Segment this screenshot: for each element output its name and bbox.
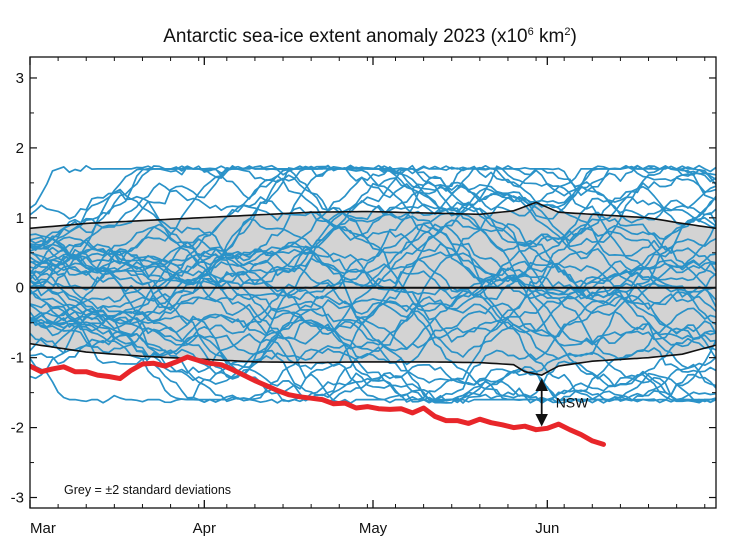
std-band-upper-line — [30, 201, 716, 230]
other-year-line — [30, 309, 716, 404]
other-years-lines — [30, 164, 716, 404]
series-2023-line — [30, 354, 606, 447]
other-year-line — [30, 305, 716, 403]
std-band — [30, 202, 716, 376]
chart-title: Antarctic sea-ice extent anomaly 2023 (x… — [163, 26, 577, 47]
std-band-lower-line — [30, 342, 716, 376]
other-year-line — [30, 208, 716, 354]
other-year-line — [30, 191, 716, 326]
other-year-line — [30, 164, 716, 252]
other-year-line — [30, 195, 716, 360]
other-year-line — [30, 172, 716, 384]
y-tick-label: 1 — [16, 210, 24, 227]
x-axis: Mar Apr May Jun — [29, 57, 706, 537]
other-year-line — [30, 223, 716, 300]
x-tick-label: Apr — [193, 520, 216, 537]
other-year-line — [30, 333, 716, 404]
y-tick-label: -1 — [11, 350, 24, 367]
other-year-line — [30, 165, 716, 379]
y-tick-label: 3 — [16, 70, 24, 87]
y-tick-label: 2 — [16, 140, 24, 157]
x-tick-label: Jun — [535, 520, 559, 537]
other-year-line — [30, 258, 716, 403]
x-tick-label: May — [359, 520, 388, 537]
other-year-line — [30, 200, 716, 329]
y-tick-label: -3 — [11, 490, 24, 507]
nsw-label: NSW — [556, 394, 589, 410]
other-year-line — [30, 260, 716, 358]
plot-area — [30, 164, 716, 447]
y-tick-label: 0 — [16, 280, 24, 297]
other-year-line — [30, 174, 716, 343]
std-band-note: Grey = ±2 standard deviations — [64, 483, 231, 497]
other-year-line — [30, 164, 716, 404]
y-tick-label: -2 — [11, 420, 24, 437]
x-tick-label: Mar — [30, 520, 56, 537]
other-year-line — [30, 165, 716, 310]
other-year-line — [30, 166, 716, 312]
other-year-line — [30, 166, 716, 387]
y-axis: -3 -2 -1 0 1 2 3 — [11, 70, 716, 507]
other-year-line — [30, 197, 716, 350]
